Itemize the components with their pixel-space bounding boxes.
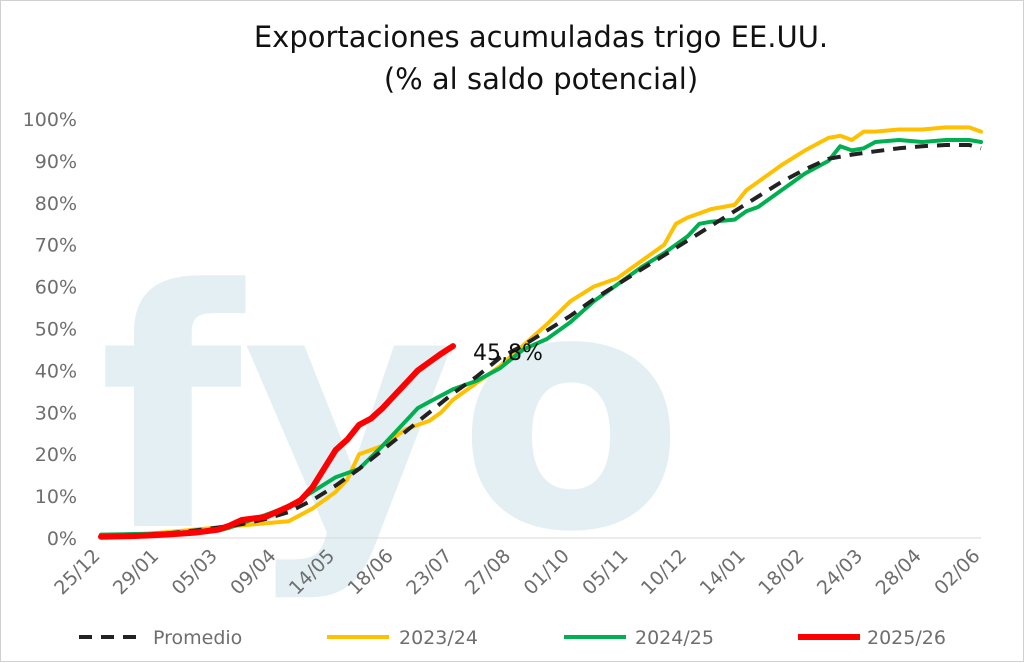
y-tick-label: 50%: [35, 319, 77, 341]
legend-label: 2024/25: [635, 627, 714, 649]
legend-item-promedio: Promedio: [79, 627, 242, 649]
legend-label: 2025/26: [867, 627, 946, 649]
y-tick-label: 100%: [23, 109, 77, 131]
y-tick-label: 20%: [35, 444, 77, 466]
last-value-annotation: 45,8%: [473, 341, 543, 366]
series-line-s2526: [98, 343, 456, 540]
x-tick-label: 14/01: [696, 545, 750, 599]
x-tick-label: 24/03: [813, 545, 867, 599]
legend-item-s2425: 2024/25: [564, 627, 714, 649]
legend-label: Promedio: [153, 627, 242, 649]
chart-title: Exportaciones acumuladas trigo EE.UU.: [254, 20, 828, 54]
x-tick-label: 28/04: [872, 545, 926, 599]
y-tick-label: 40%: [35, 360, 77, 382]
legend-label: 2023/24: [399, 627, 478, 649]
y-tick-label: 80%: [35, 193, 77, 215]
y-tick-label: 60%: [35, 277, 77, 299]
y-axis: 0% 10% 20% 30% 40% 50% 60% 70% 80% 90% 100%: [23, 109, 77, 550]
y-tick-label: 0%: [47, 528, 77, 550]
series-line-promedio: [100, 143, 982, 539]
series-line-s2324: [99, 125, 983, 538]
y-tick-label: 30%: [35, 402, 77, 424]
legend-item-s2526: 2025/26: [798, 627, 946, 649]
x-tick-label: 02/06: [930, 545, 984, 599]
x-tick-label: 18/02: [754, 545, 808, 599]
chart-subtitle: (% al saldo potencial): [384, 62, 698, 96]
plot-area: [98, 125, 983, 540]
legend-item-s2324: 2023/24: [327, 627, 478, 649]
y-tick-label: 10%: [35, 486, 77, 508]
legend: Promedio 2023/24 2024/25 2025/26: [79, 627, 946, 649]
y-tick-label: 70%: [35, 235, 77, 257]
x-tick-label: 25/12: [50, 545, 104, 599]
y-tick-label: 90%: [35, 151, 77, 173]
watermark: fyo: [99, 220, 684, 604]
